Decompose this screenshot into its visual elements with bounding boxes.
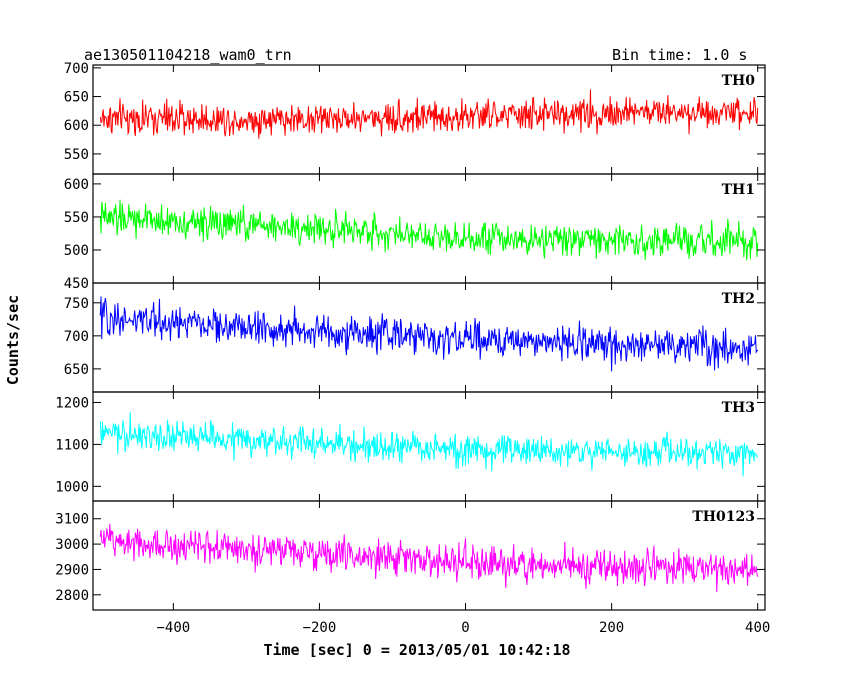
y-tick-label: 2900 [55, 562, 89, 578]
x-axis-label: Time [sec] 0 = 2013/05/01 10:42:18 [263, 641, 570, 659]
panel-th1: 450 500 550 600 TH1 [64, 173, 766, 292]
panel-label-th2: TH2 [722, 291, 755, 307]
panel-th0123: 2800 2900 3000 3100 TH0123 [55, 500, 766, 611]
y-tick-label: 600 [64, 177, 89, 193]
y-tick-label: 500 [64, 243, 89, 259]
y-tick-label: 550 [64, 210, 89, 226]
panel-th3: 1000 1100 1200 TH3 [55, 391, 766, 502]
y-tick-label: 600 [64, 118, 89, 134]
x-tick-label: 0 [461, 620, 469, 636]
y-tick-label: 750 [64, 296, 89, 312]
series-line-th3 [99, 412, 759, 477]
chart-title-left: ae130501104218_wam0_trn [84, 46, 292, 64]
y-tick-label: 1200 [55, 395, 89, 411]
panel-th0: 550 600 650 700 TH0 [64, 61, 766, 175]
x-tick-label: −200 [303, 620, 337, 636]
panel-frame [92, 173, 766, 284]
y-tick-label: 650 [64, 362, 89, 378]
y-tick-label: 450 [64, 276, 89, 292]
panel-label-th3: TH3 [722, 400, 755, 416]
y-tick-label: 550 [64, 147, 89, 163]
x-tick-label: −400 [156, 620, 190, 636]
panel-label-th0123: TH0123 [692, 509, 755, 525]
y-tick-label: 700 [64, 61, 89, 77]
y-tick-label: 2800 [55, 588, 89, 604]
bin-time-label: Bin time: 1.0 s [612, 46, 748, 64]
series-line-th2 [99, 296, 759, 372]
panel-frame [92, 282, 766, 393]
panel-label-th1: TH1 [722, 182, 755, 198]
panel-frame [92, 500, 766, 611]
x-axis: −400 −200 0 200 400 [156, 620, 770, 636]
y-tick-label: 650 [64, 90, 89, 106]
series-line-th1 [99, 199, 759, 261]
y-tick-label: 3000 [55, 537, 89, 553]
series-line-th0123 [99, 523, 759, 592]
y-tick-label: 3100 [55, 512, 89, 528]
x-tick-label: 400 [745, 620, 770, 636]
y-axis-label: Counts/sec [4, 295, 22, 385]
x-tick-label: 200 [599, 620, 624, 636]
y-tick-label: 700 [64, 329, 89, 345]
panel-label-th0: TH0 [722, 73, 756, 89]
panel-th2: 650 700 750 TH2 [64, 282, 766, 393]
series-line-th0 [99, 89, 759, 139]
y-tick-label: 1000 [55, 479, 89, 495]
y-tick-label: 1100 [55, 437, 89, 453]
panels: 550 600 650 700 TH0 450 500 550 600 TH1 650 700 750 T… [55, 61, 766, 611]
